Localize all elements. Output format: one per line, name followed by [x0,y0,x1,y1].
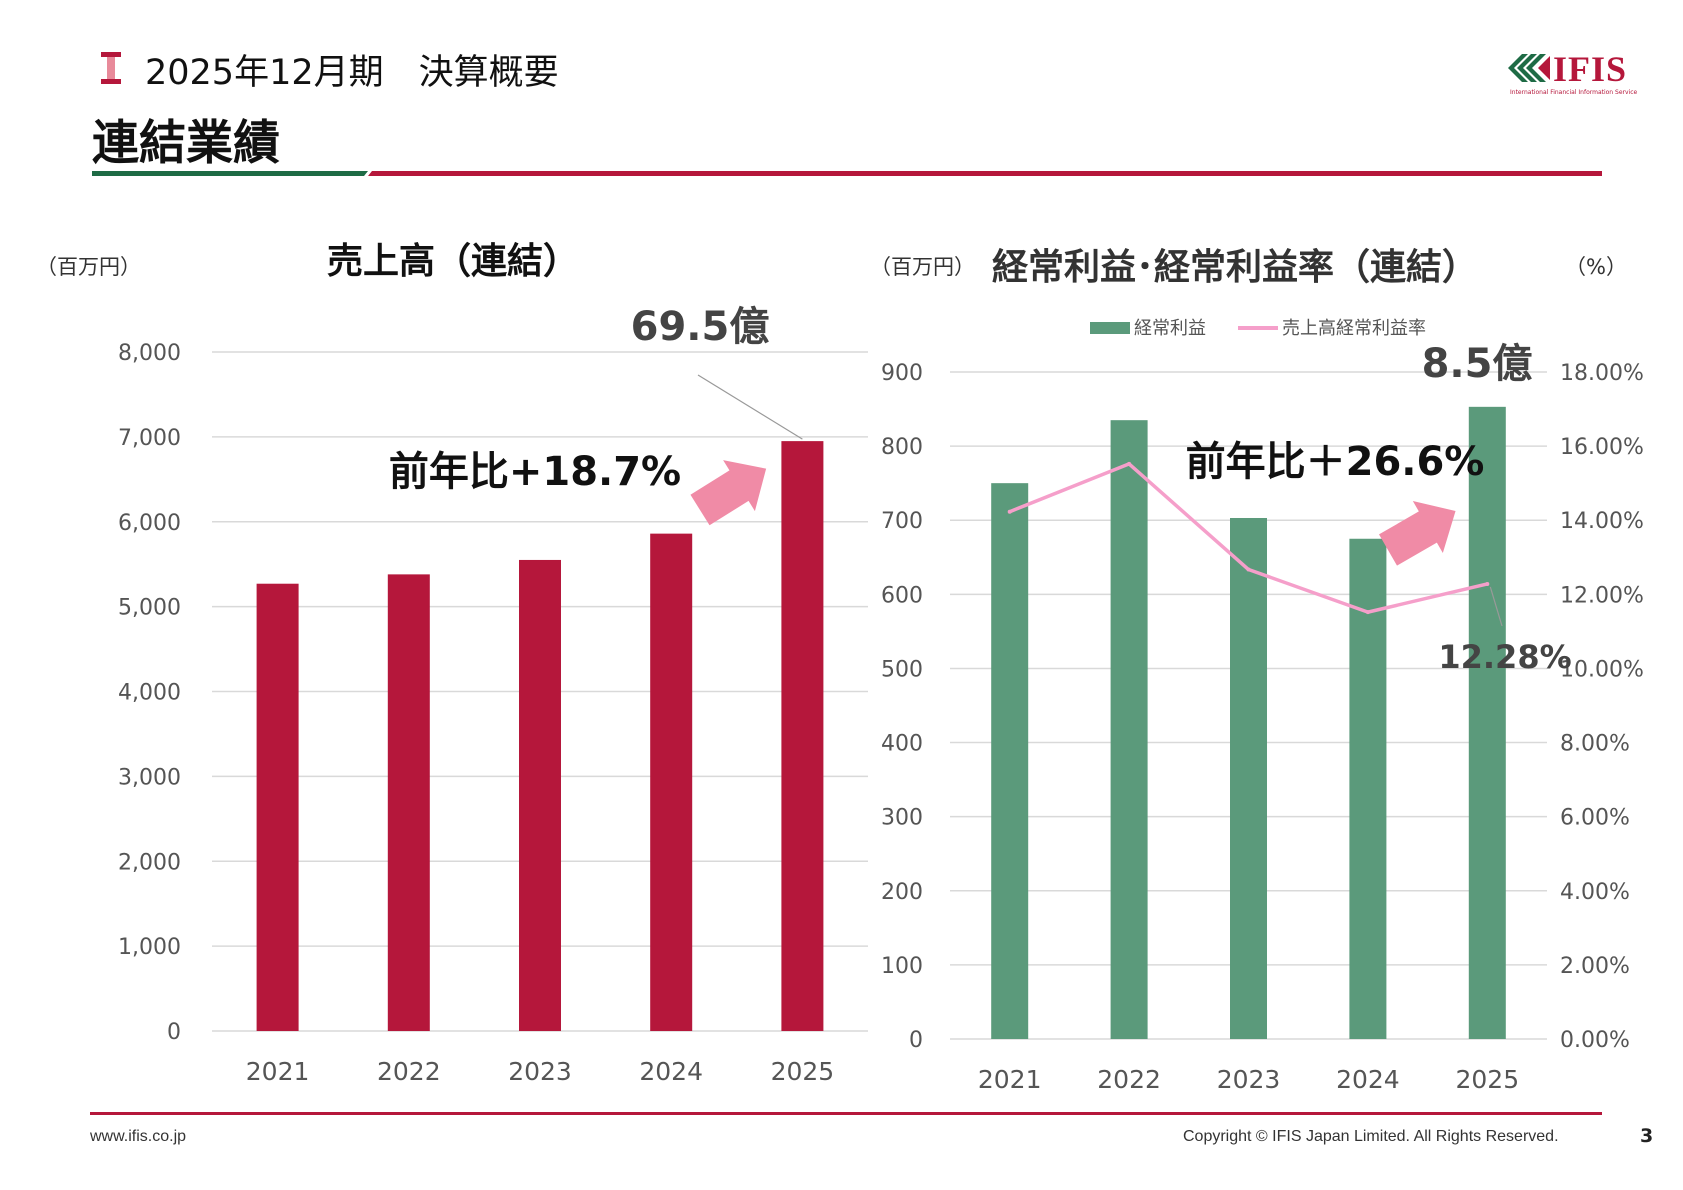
chart2-y2-tick-label: 6.00% [1560,806,1630,831]
title-marker-icon [101,52,121,84]
chart1-bar [519,559,561,1031]
chart1-y-tick-label: 2,000 [118,850,181,875]
chart2-y2-tick-label: 18.00% [1560,361,1644,386]
chart2-bar [1468,406,1506,1039]
chart2-latest-value-label: 8.5億 [1422,341,1533,387]
chart2-x-tick-label: 2021 [978,1065,1042,1094]
chart2-y2-tick-label: 0.00% [1560,1028,1630,1053]
chart2-margin-leader-line [1489,586,1503,627]
chart1-title: 売上高（連結） [327,241,580,282]
ifis-logo [1508,54,1550,82]
chart1-y-tick-label: 6,000 [118,511,181,536]
chart2-y-tick-label: 600 [881,583,923,608]
chart2-y-tick-label: 900 [881,361,923,386]
chart2-x-tick-label: 2022 [1097,1065,1161,1094]
chart2-margin-point [1485,581,1490,586]
chart1-y-tick-label: 7,000 [118,426,181,451]
chart2-bar [1110,420,1148,1039]
chart2-y2-tick-label: 12.00% [1560,583,1644,608]
chart2-margin-point [1365,610,1370,615]
chart1-y-tick-label: 4,000 [118,681,181,706]
chart2-latest-margin-label: 12.28% [1438,638,1571,676]
footer-copyright: Copyright © IFIS Japan Limited. All Righ… [1183,1128,1559,1145]
chart1-latest-value-label: 69.5億 [631,304,770,350]
chart2-y2-tick-label: 14.00% [1560,509,1644,534]
chart2-x-tick-label: 2023 [1217,1065,1281,1094]
chart1-bar [256,583,299,1031]
chart2-y2-tick-label: 10.00% [1560,657,1644,682]
logo-tagline: International Financial Information Serv… [1510,89,1638,96]
chart2-y2-unit: （%） [1565,255,1627,279]
chart1-bar [387,574,430,1031]
chart2-y2-tick-label: 8.00% [1560,732,1630,757]
chart1-growth-arrow [690,460,767,526]
chart2-y-tick-label: 300 [881,806,923,831]
chart1-y-tick-label: 3,000 [118,765,181,790]
chart1-x-tick-label: 2021 [246,1057,310,1086]
chart2-x-tick-label: 2025 [1455,1065,1519,1094]
chart1-y-tick-label: 0 [167,1020,181,1045]
revenue-chart: 0 1,000 2,000 3,000 4,000 5,000 6,000 7,000 8,00… [118,304,868,1086]
chart2-y-tick-label: 200 [881,880,923,905]
chart2-y-tick-label: 0 [909,1028,923,1053]
chart2-y-tick-label: 500 [881,657,923,682]
page-title: 連結業績 [92,116,280,171]
chart2-y-unit: （百万円） [870,255,975,279]
chart2-yoy-label: 前年比＋26.6% [1186,439,1485,485]
chart2-legend-bar-swatch [1090,322,1130,334]
chart2-y2-tick-label: 16.00% [1560,435,1644,460]
profit-chart: 0 100 200 300 400 500 600 700 800 900 0.00% 2.00% 4.… [881,318,1644,1094]
chart1-x-tick-label: 2024 [639,1057,703,1086]
chart2-margin-point [1246,567,1251,572]
chart2-legend-bar-label: 経常利益 [1134,318,1206,339]
chart2-y-tick-label: 800 [881,435,923,460]
logo-wordmark: IFIS [1553,49,1628,89]
chart1-y-unit: （百万円） [36,255,141,279]
chart1-leader-line [697,374,803,440]
chart2-bar [1349,538,1387,1039]
chart2-title: 経常利益･経常利益率（連結） [992,247,1479,288]
chart1-bar [650,533,693,1031]
chart1-x-tick-label: 2022 [377,1057,441,1086]
title-underline [92,171,1602,176]
period-title: 2025年12月期 決算概要 [145,53,559,93]
chart1-y-tick-label: 1,000 [118,935,181,960]
chart1-x-tick-label: 2023 [508,1057,572,1086]
chart2-y2-tick-label: 4.00% [1560,880,1630,905]
chart2-y-tick-label: 700 [881,509,923,534]
chart2-bar [1230,517,1267,1039]
chart2-growth-arrow [1379,501,1456,566]
chart2-y2-tick-label: 2.00% [1560,954,1630,979]
chart2-y-tick-label: 400 [881,732,923,757]
chart2-bar [991,483,1029,1039]
page-number: 3 [1640,1125,1654,1147]
footer-url: www.ifis.co.jp [90,1128,187,1145]
chart1-yoy-label: 前年比+18.7% [389,449,681,495]
chart1-bar [781,441,824,1031]
chart1-x-tick-label: 2025 [771,1057,835,1086]
chart2-x-tick-label: 2024 [1336,1065,1400,1094]
chart2-margin-point [1007,509,1012,514]
chart1-y-tick-label: 5,000 [118,596,181,621]
chart2-margin-point [1127,461,1132,466]
chart1-y-tick-label: 8,000 [118,341,181,366]
chart2-y-tick-label: 100 [881,954,923,979]
footer-rule [90,1112,1602,1115]
chart2-legend-line-label: 売上高経常利益率 [1282,318,1426,339]
